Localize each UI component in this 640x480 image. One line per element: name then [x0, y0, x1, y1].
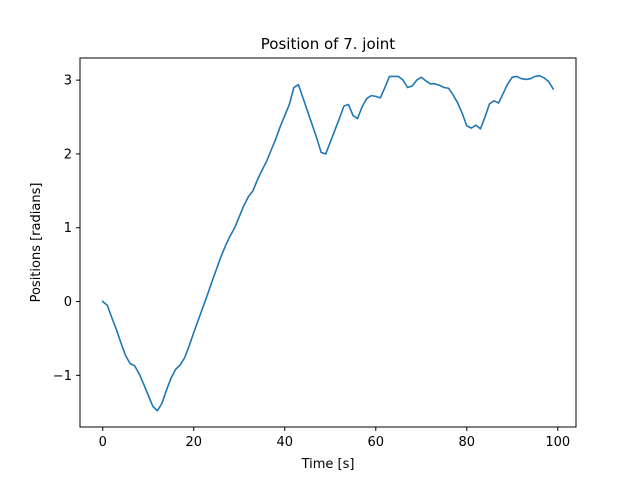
y-tick-label: 2 [64, 147, 72, 162]
x-tick-label: 100 [545, 435, 570, 450]
x-tick-label: 0 [99, 435, 107, 450]
y-tick-label: −1 [53, 369, 72, 384]
x-tick-label: 60 [368, 435, 385, 450]
y-tick-label: 0 [64, 295, 72, 310]
x-tick-label: 80 [459, 435, 476, 450]
y-axis-ticks: −1 0 1 2 3 [53, 74, 80, 384]
plot-frame [79, 57, 577, 428]
x-tick-label: 20 [185, 435, 202, 450]
y-axis-label: Positions [radians] [29, 183, 44, 303]
x-axis-ticks: 0 20 40 60 80 100 [99, 427, 570, 450]
y-tick-label: 1 [64, 221, 72, 236]
x-tick-label: 40 [276, 435, 293, 450]
x-axis-label: Time [s] [301, 457, 355, 472]
y-tick-label: 3 [64, 74, 72, 89]
chart-title: Position of 7. joint [261, 35, 395, 53]
series-line [101, 74, 555, 412]
plot-area [80, 58, 576, 427]
